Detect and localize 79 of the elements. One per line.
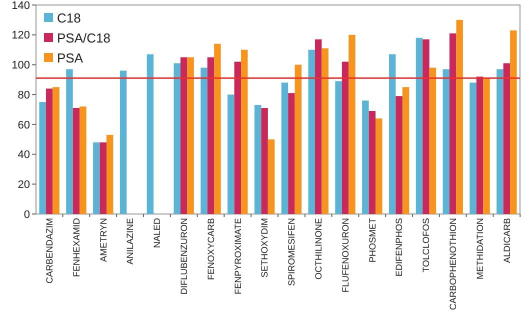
bar (442, 69, 450, 214)
bar (261, 108, 268, 214)
bar (429, 68, 436, 214)
bar (200, 68, 208, 214)
y-tick-label: 40 (18, 149, 30, 162)
bar (388, 54, 396, 214)
x-tick-label: ANILAZINE (125, 218, 136, 265)
x-tick-label: FENOXYCARB (206, 218, 216, 280)
bar (234, 62, 242, 214)
bar (503, 63, 510, 214)
bar (322, 48, 328, 214)
bar (241, 50, 248, 214)
bar (52, 87, 60, 214)
bar (308, 50, 315, 214)
x-tick-label: TOLCLOFOS (421, 218, 432, 272)
bar (456, 20, 463, 214)
y-tick-label: 20 (18, 178, 30, 191)
bar (288, 93, 295, 214)
bar (174, 63, 180, 214)
x-tick-label: SPIROMESIFEN (286, 218, 297, 286)
bar (483, 78, 490, 214)
bar (368, 110, 376, 214)
bar (66, 69, 73, 214)
bar (496, 69, 504, 214)
bar (100, 142, 106, 214)
bar (228, 94, 234, 214)
bar (396, 96, 402, 214)
bar (146, 54, 154, 214)
x-tick-label: FENHEXAMID (71, 218, 82, 278)
bar (268, 139, 275, 214)
x-tick-label: NALED (152, 218, 162, 248)
x-tick-label: ALDICARB (502, 218, 512, 264)
legend-label: PSA/C18 (57, 30, 110, 46)
y-tick-label: 120 (12, 30, 30, 42)
bar (348, 34, 356, 214)
bar (93, 142, 100, 214)
bar (214, 44, 221, 214)
y-tick-label: 80 (18, 89, 30, 102)
bar (422, 39, 430, 214)
x-tick-label: AMETRYN (98, 218, 108, 262)
bar (470, 82, 476, 214)
bar (187, 57, 194, 214)
bar (180, 57, 188, 214)
bar (450, 33, 456, 214)
bar (510, 30, 517, 214)
x-tick-label: DIFLUBENZURON (178, 218, 189, 295)
y-tick-label: 0 (24, 208, 30, 221)
y-tick-label: 100 (12, 60, 30, 72)
x-tick-label: FLUFENOXURON (340, 218, 350, 293)
x-tick-label: EDIFENPHOS (394, 218, 404, 277)
legend-label: C18 (57, 10, 81, 26)
bar (314, 39, 322, 214)
bar (342, 62, 349, 214)
bar (46, 88, 53, 214)
x-tick-label: SETHOXYDIM (260, 218, 270, 278)
x-tick-label: FENPYROXIMATE (232, 218, 243, 294)
x-tick-label: OCTHILINONE (314, 218, 324, 280)
y-tick-label: 140 (12, 0, 30, 12)
bar (335, 81, 342, 214)
bar (376, 118, 382, 214)
bar (281, 82, 288, 214)
bar (476, 76, 484, 214)
bar (402, 87, 410, 214)
bar (80, 106, 86, 214)
bar (120, 70, 127, 214)
bar (106, 134, 114, 214)
x-tick-label: PHOSMET (367, 218, 378, 263)
bar (72, 108, 80, 214)
x-tick-label: CARBOPHENOTHION (448, 218, 458, 310)
bar (207, 57, 214, 214)
legend-label: PSA (57, 50, 84, 66)
x-tick-label: METHIDATION (474, 218, 485, 280)
bar (362, 100, 369, 214)
y-tick-label: 60 (18, 119, 30, 132)
bar (294, 64, 302, 214)
bar (416, 38, 423, 214)
x-tick-label: CARBENDAZIM (44, 218, 54, 284)
bar (39, 102, 46, 214)
bar (254, 105, 262, 214)
